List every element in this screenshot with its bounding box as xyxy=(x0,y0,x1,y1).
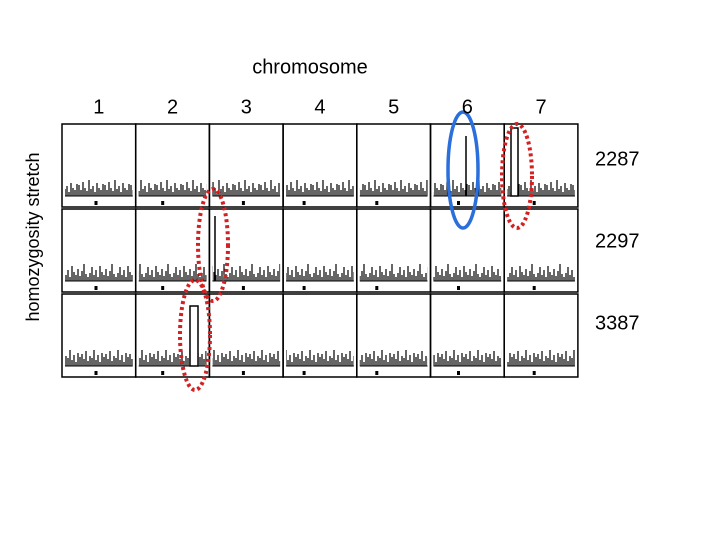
column-label: 6 xyxy=(462,96,473,118)
centromere-marker xyxy=(302,286,306,290)
bars xyxy=(507,176,575,196)
centromere-marker xyxy=(241,286,245,290)
bars xyxy=(433,176,502,196)
centromere-marker xyxy=(375,201,379,205)
highlight-ellipse xyxy=(178,278,212,392)
highlight-ellipse xyxy=(446,110,480,230)
panel-grid xyxy=(61,123,579,378)
centromere-marker xyxy=(94,286,98,290)
centromere-marker xyxy=(241,371,245,375)
centromere-marker xyxy=(302,371,306,375)
bars xyxy=(433,346,502,366)
panel xyxy=(503,208,579,293)
peaks xyxy=(189,127,519,367)
column-label: 3 xyxy=(241,96,252,118)
centromere-marker xyxy=(375,371,379,375)
centromere-marker xyxy=(532,371,536,375)
column-label: 2 xyxy=(167,96,178,118)
centromere-marker xyxy=(302,201,306,205)
bars xyxy=(65,261,133,281)
panel xyxy=(503,123,579,208)
bars xyxy=(507,346,575,366)
highlight-ellipse xyxy=(196,187,230,303)
highlights xyxy=(178,110,534,392)
column-label: 4 xyxy=(314,96,325,118)
peak xyxy=(189,305,199,367)
peak xyxy=(510,127,519,197)
row-label: 2287 xyxy=(595,148,640,170)
panel xyxy=(503,293,579,378)
centromere-marker xyxy=(532,286,536,290)
centromere-marker xyxy=(241,201,245,205)
centromere-marker xyxy=(161,286,165,290)
bars xyxy=(138,261,207,281)
title: chromosome xyxy=(252,56,368,78)
centromere-marker xyxy=(375,286,379,290)
y-axis-label: homozygosity stretch xyxy=(23,152,43,321)
column-label: 1 xyxy=(93,96,104,118)
bars xyxy=(359,176,428,196)
row-label: 3387 xyxy=(595,312,640,334)
centromere-marker xyxy=(161,371,165,375)
bars xyxy=(433,261,502,281)
bars xyxy=(286,346,354,366)
bars xyxy=(212,346,281,366)
bars xyxy=(507,261,575,281)
bars xyxy=(359,261,428,281)
bars xyxy=(138,176,207,196)
highlight-ellipse xyxy=(500,122,534,230)
centromere-marker xyxy=(94,201,98,205)
centromere-marker xyxy=(94,371,98,375)
centromere-marker xyxy=(457,286,460,290)
column-label: 5 xyxy=(388,96,399,118)
bars xyxy=(359,346,428,366)
centromere-marker xyxy=(457,201,460,205)
bars xyxy=(286,176,354,196)
bars xyxy=(65,176,133,196)
row-label: 2297 xyxy=(595,230,640,252)
bars xyxy=(212,176,281,196)
centromere-marker xyxy=(532,201,536,205)
bars xyxy=(286,261,354,281)
bars xyxy=(212,261,281,281)
column-label: 7 xyxy=(535,96,546,118)
centromere-marker xyxy=(161,201,165,205)
bars xyxy=(65,346,133,366)
centromere-marker xyxy=(457,371,460,375)
